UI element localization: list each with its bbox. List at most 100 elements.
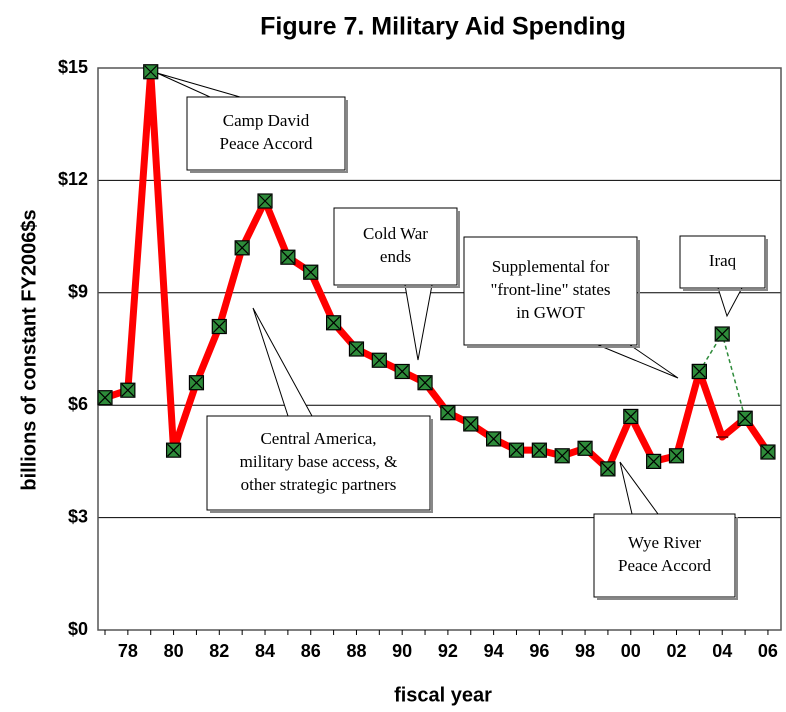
x-axis-label: fiscal year: [394, 684, 492, 706]
marker-cross: [532, 443, 546, 457]
x-tick-label: 98: [575, 641, 595, 661]
marker-cross: [738, 411, 752, 425]
marker-cross: [372, 353, 386, 367]
x-tick-label: 04: [712, 641, 732, 661]
marker: [120, 382, 136, 398]
annotation-text: "front-line" states: [490, 280, 610, 299]
x-tick-label: 90: [392, 641, 412, 661]
callout-pointer: [717, 287, 743, 318]
x-tick-label: 84: [255, 641, 275, 661]
marker: [165, 442, 182, 458]
marker: [348, 341, 365, 357]
marker: [97, 390, 113, 406]
y-tick-label: $6: [68, 394, 88, 414]
marker: [326, 315, 342, 331]
marker-cross: [441, 406, 455, 420]
annotation-box: [186, 96, 346, 171]
x-tick-label: 88: [346, 641, 366, 661]
y-axis-label: billions of constant FY2006$s: [18, 209, 40, 490]
marker-cross: [647, 454, 661, 468]
chart-title: Figure 7. Military Aid Spending: [260, 13, 626, 41]
plot-frame: [97, 67, 782, 631]
marker: [463, 416, 479, 432]
annotation-shadow: [683, 239, 768, 291]
marker: [714, 326, 730, 342]
marker-cross: [98, 391, 112, 405]
annotation-text: Camp David: [223, 111, 310, 130]
marker-cross: [510, 443, 523, 457]
marker: [394, 363, 410, 380]
annotation-shadow: [210, 419, 433, 513]
marker: [760, 444, 776, 460]
annotation-text: Supplemental for: [492, 257, 610, 276]
marker: [737, 410, 753, 426]
annotation-text: ends: [380, 247, 411, 266]
annotation-shadow: [190, 100, 348, 173]
callout-pointer: [156, 72, 241, 98]
annotation-shadow: [337, 211, 460, 288]
x-tick-label: 06: [758, 641, 778, 661]
marker: [600, 461, 616, 477]
annotation-text: Iraq: [709, 251, 737, 270]
annotation-box: [463, 236, 638, 346]
annotation-box: [333, 207, 458, 286]
marker: [577, 440, 593, 456]
marker-cross: [144, 65, 158, 79]
annotation-text: Peace Accord: [220, 134, 313, 153]
marker-cross: [555, 449, 569, 463]
marker: [508, 442, 525, 458]
marker-cross: [418, 376, 432, 390]
annotation-text: other strategic partners: [241, 475, 397, 494]
marker-cross: [578, 441, 592, 455]
annotation-text: Peace Accord: [618, 556, 711, 575]
annotation-text: Central America,: [260, 429, 376, 448]
callout-pointer: [252, 307, 313, 417]
marker: [623, 408, 639, 425]
annotation-text: in GWOT: [516, 303, 585, 322]
annotation-box: [679, 235, 766, 289]
marker-cross: [304, 265, 318, 279]
marker: [280, 249, 296, 265]
annotation-box: [206, 415, 431, 511]
marker-cross: [235, 241, 249, 255]
x-tick-label: 94: [484, 641, 504, 661]
marker: [531, 442, 547, 458]
marker: [440, 405, 456, 421]
callout-pointer: [404, 284, 433, 361]
marker-cross: [464, 417, 478, 431]
annotation-text: Wye River: [628, 533, 701, 552]
x-tick-label: 82: [209, 641, 229, 661]
x-tick-label: 02: [666, 641, 686, 661]
callout-pointer: [619, 461, 659, 515]
marker-cross: [670, 449, 683, 463]
y-tick-label: $9: [68, 282, 88, 302]
y-tick-label: $15: [58, 57, 88, 77]
marker: [668, 448, 685, 464]
marker: [211, 318, 227, 335]
marker-cross: [281, 250, 295, 264]
annotation-text: Cold War: [363, 224, 428, 243]
marker: [257, 193, 273, 209]
y-tick-label: $0: [68, 619, 88, 639]
marker-cross: [258, 194, 272, 208]
x-tick-label: 80: [164, 641, 184, 661]
marker-cross: [395, 365, 409, 378]
marker-cross: [350, 342, 363, 356]
x-tick-label: 86: [301, 641, 321, 661]
x-tick-label: 96: [529, 641, 549, 661]
x-tick-label: 78: [118, 641, 138, 661]
marker: [371, 352, 387, 368]
y-tick-label: $3: [68, 506, 88, 526]
marker: [234, 240, 250, 256]
marker: [554, 448, 570, 464]
marker-cross: [487, 432, 501, 446]
y-tick-label: $12: [58, 169, 88, 189]
marker-cross: [761, 445, 775, 459]
marker-cross: [692, 365, 706, 378]
marker: [691, 363, 707, 380]
marker: [303, 264, 319, 280]
marker: [143, 64, 159, 80]
marker-cross: [121, 383, 135, 397]
marker-cross: [212, 320, 226, 333]
